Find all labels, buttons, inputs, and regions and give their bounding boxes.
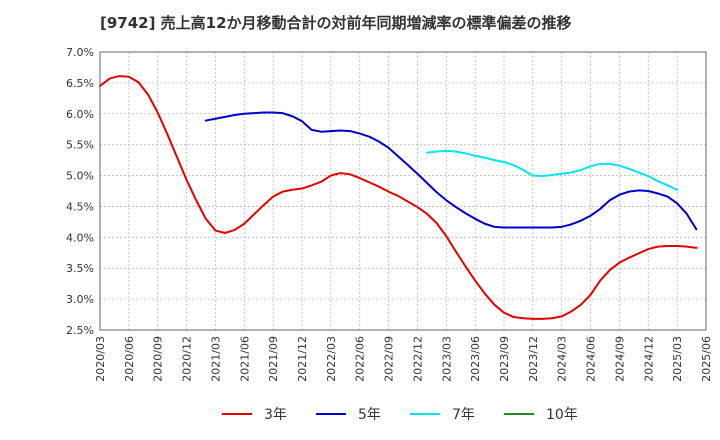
x-tick-label: 2021/03 <box>209 336 222 382</box>
legend-label: 3年 <box>264 407 287 423</box>
legend-label: 10年 <box>546 407 578 423</box>
chart-title: [9742] 売上高12か月移動合計の対前年同期増減率の標準偏差の推移 <box>100 14 572 32</box>
series-line-3年 <box>99 75 698 320</box>
x-tick-label: 2020/03 <box>94 336 107 382</box>
x-tick-label: 2023/09 <box>498 336 511 382</box>
x-tick-label: 2023/03 <box>440 336 453 382</box>
y-tick-label: 6.5% <box>66 77 94 90</box>
x-tick-label: 2020/12 <box>181 336 194 382</box>
x-tick-label: 2024/06 <box>585 336 598 382</box>
x-tick-label: 2022/06 <box>354 336 367 382</box>
series-lines <box>99 75 698 320</box>
y-tick-label: 3.0% <box>66 293 94 306</box>
y-tick-label: 5.5% <box>66 139 94 152</box>
x-tick-label: 2020/06 <box>123 336 136 382</box>
y-tick-label: 3.5% <box>66 262 94 275</box>
x-tick-label: 2022/03 <box>325 336 338 382</box>
x-tick-label: 2024/09 <box>613 336 626 382</box>
x-tick-label: 2023/12 <box>527 336 540 382</box>
x-tick-label: 2021/09 <box>267 336 280 382</box>
y-tick-label: 5.0% <box>66 170 94 183</box>
legend-label: 7年 <box>452 407 475 423</box>
y-tick-label: 4.0% <box>66 231 94 244</box>
x-tick-label: 2024/03 <box>556 336 569 382</box>
x-axis-ticks: 2020/03 2020/06 2020/09 2020/12 2021/03 2021/… <box>94 336 713 382</box>
series-line-5年 <box>204 111 698 231</box>
x-tick-label: 2022/09 <box>383 336 396 382</box>
x-tick-label: 2022/12 <box>411 336 424 382</box>
x-tick-label: 2021/06 <box>238 336 251 382</box>
legend: 3年 5年 7年 10年 <box>222 407 578 423</box>
x-tick-label: 2024/12 <box>642 336 655 382</box>
x-tick-label: 2023/06 <box>469 336 482 382</box>
x-tick-label: 2021/12 <box>296 336 309 382</box>
y-tick-label: 6.0% <box>66 108 94 121</box>
legend-label: 5年 <box>358 407 381 423</box>
y-axis-ticks: 7.0% 6.5% 6.0% 5.5% 5.0% 4.5% 4.0% 3.5% 3.0% 2.5% <box>66 46 94 337</box>
plot-frame <box>99 51 707 331</box>
x-tick-label: 2025/03 <box>671 336 684 382</box>
series-line-7年 <box>426 149 679 191</box>
y-tick-label: 4.5% <box>66 200 94 213</box>
y-tick-label: 7.0% <box>66 46 94 59</box>
x-tick-label: 2025/06 <box>700 336 713 382</box>
x-tick-label: 2020/09 <box>152 336 165 382</box>
y-tick-label: 2.5% <box>66 324 94 337</box>
